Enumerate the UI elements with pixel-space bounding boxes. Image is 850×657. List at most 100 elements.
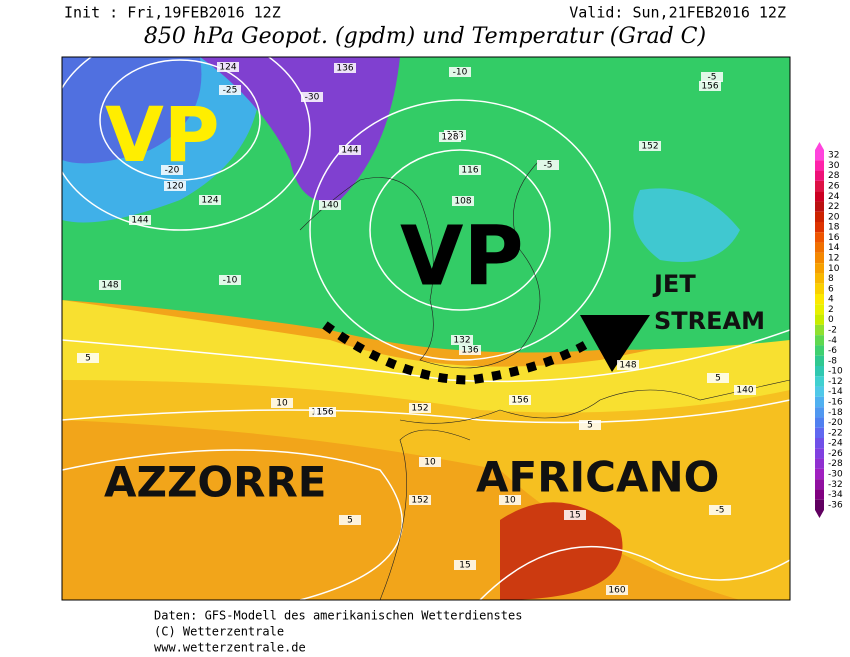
colorbar-swatch [815, 294, 824, 305]
contour-label: -10 [223, 276, 238, 286]
contour-label-bg [199, 195, 221, 205]
contour-label-bg [617, 360, 639, 370]
contour-label-bg [499, 495, 521, 505]
colorbar-swatch [815, 335, 824, 346]
colorbar-label: -14 [828, 387, 843, 397]
isohypses [62, 57, 790, 600]
colorbar-label: -20 [828, 418, 843, 428]
vp-left: VP [105, 90, 220, 179]
colorbar-swatch [815, 407, 824, 418]
contour-label-bg [409, 495, 431, 505]
contour-label-bg [334, 63, 356, 73]
contour-label-bg [301, 92, 323, 102]
contour-label-bg [99, 280, 121, 290]
contour-label-bg [219, 275, 241, 285]
contour-label: 144 [341, 146, 358, 156]
colorbar-swatch [815, 324, 824, 336]
contour-label: 140 [736, 386, 753, 396]
colorbar-label: 28 [828, 171, 840, 181]
colorbar-swatch [815, 283, 824, 294]
colorbar-label: 18 [828, 223, 840, 233]
africano-label: AFRICANO [476, 453, 719, 502]
vp-center: VP [400, 209, 524, 304]
azzorre-label: AZZORRE [104, 458, 327, 507]
contour-label: 5 [587, 421, 593, 431]
colorbar-label: -36 [828, 500, 843, 510]
contour-label-bg [451, 335, 473, 345]
colorbar-label: 2 [828, 305, 834, 315]
contour-label: 156 [511, 396, 528, 406]
contour-label: 156 [701, 82, 718, 92]
colorbar-swatch [815, 376, 824, 387]
colorbar-swatch [815, 314, 824, 325]
contour-label-bg [452, 196, 474, 206]
colorbar-swatch [815, 427, 824, 438]
colorbar-label: -8 [828, 356, 837, 366]
contour-label-bg [319, 200, 341, 210]
contour-label: -5 [544, 161, 553, 171]
colorbar-label: -30 [828, 470, 843, 480]
contour-label: 5 [85, 354, 91, 364]
colorbar-label: 22 [828, 202, 839, 212]
contour-label: 160 [608, 586, 625, 596]
contour-label-bg [459, 165, 481, 175]
colorbar-cap [815, 142, 824, 150]
contour-label-bg [161, 165, 183, 175]
footer-line: (C) Wetterzentrale [154, 625, 284, 639]
contour-label: 152 [411, 496, 428, 506]
contour-label-bg [77, 353, 99, 363]
contour-label: 140 [321, 201, 338, 211]
mild-band [62, 300, 790, 413]
contour-label-bg [129, 215, 151, 225]
colorbar-swatch [815, 191, 824, 202]
colorbar-label: 6 [828, 284, 834, 294]
colorbar-swatch [815, 252, 824, 264]
contour-label-bg [579, 420, 601, 430]
coastlines [299, 159, 790, 600]
contour-label: 152 [411, 404, 428, 414]
contour-label: 128 [441, 133, 458, 143]
contour-label-bg [217, 62, 239, 72]
colorbar-label: 8 [828, 274, 834, 284]
contour-label: 10 [504, 496, 516, 506]
colorbar-label: -32 [828, 480, 843, 490]
contour-label: 5 [347, 516, 353, 526]
colorbar-swatch [815, 263, 824, 274]
colorbar-swatch [815, 468, 824, 480]
colorbar-swatch [815, 417, 824, 428]
colorbar-swatch [815, 150, 824, 161]
hot-region [500, 502, 623, 600]
colorbar-label: 26 [828, 182, 840, 192]
colorbar-label: 30 [828, 161, 840, 171]
colorbar-label: -26 [828, 449, 843, 459]
colorbar-swatch [815, 438, 824, 449]
colorbar-swatch [815, 396, 824, 408]
colorbar-swatch [815, 479, 824, 490]
contour-label: 156 [316, 408, 333, 418]
contour-label: 15 [569, 511, 580, 521]
colorbar-label: -12 [828, 377, 843, 387]
colorbar-label: 16 [828, 233, 840, 243]
colorbar-label: 32 [828, 151, 839, 161]
contour-label: 148 [101, 281, 118, 291]
valid-text: Valid: Sun,21FEB2016 12Z [569, 4, 786, 22]
contour-label-bg [339, 515, 361, 525]
contour-label-bg [509, 395, 531, 405]
contour-label: 144 [131, 216, 148, 226]
cold-pool-core [62, 57, 202, 164]
colorbar-swatch [815, 458, 824, 469]
map-title: 850 hPa Geopot. (gpdm) und Temperatur (G… [144, 24, 706, 49]
contour-label: 120 [166, 182, 183, 192]
colorbar-swatch [815, 345, 824, 356]
colorbar-label: 10 [828, 264, 840, 274]
contour-label: -20 [165, 166, 180, 176]
footer-line: Daten: GFS-Modell des amerikanischen Wet… [154, 609, 522, 623]
colorbar-label: 24 [828, 192, 840, 202]
map-frame [61, 56, 791, 601]
colorbar-swatch [815, 232, 824, 243]
contour-label-bg [314, 407, 336, 417]
colorbar-swatch [815, 160, 824, 171]
contour-label: 5 [715, 374, 721, 384]
contour-label-bg [459, 345, 481, 355]
